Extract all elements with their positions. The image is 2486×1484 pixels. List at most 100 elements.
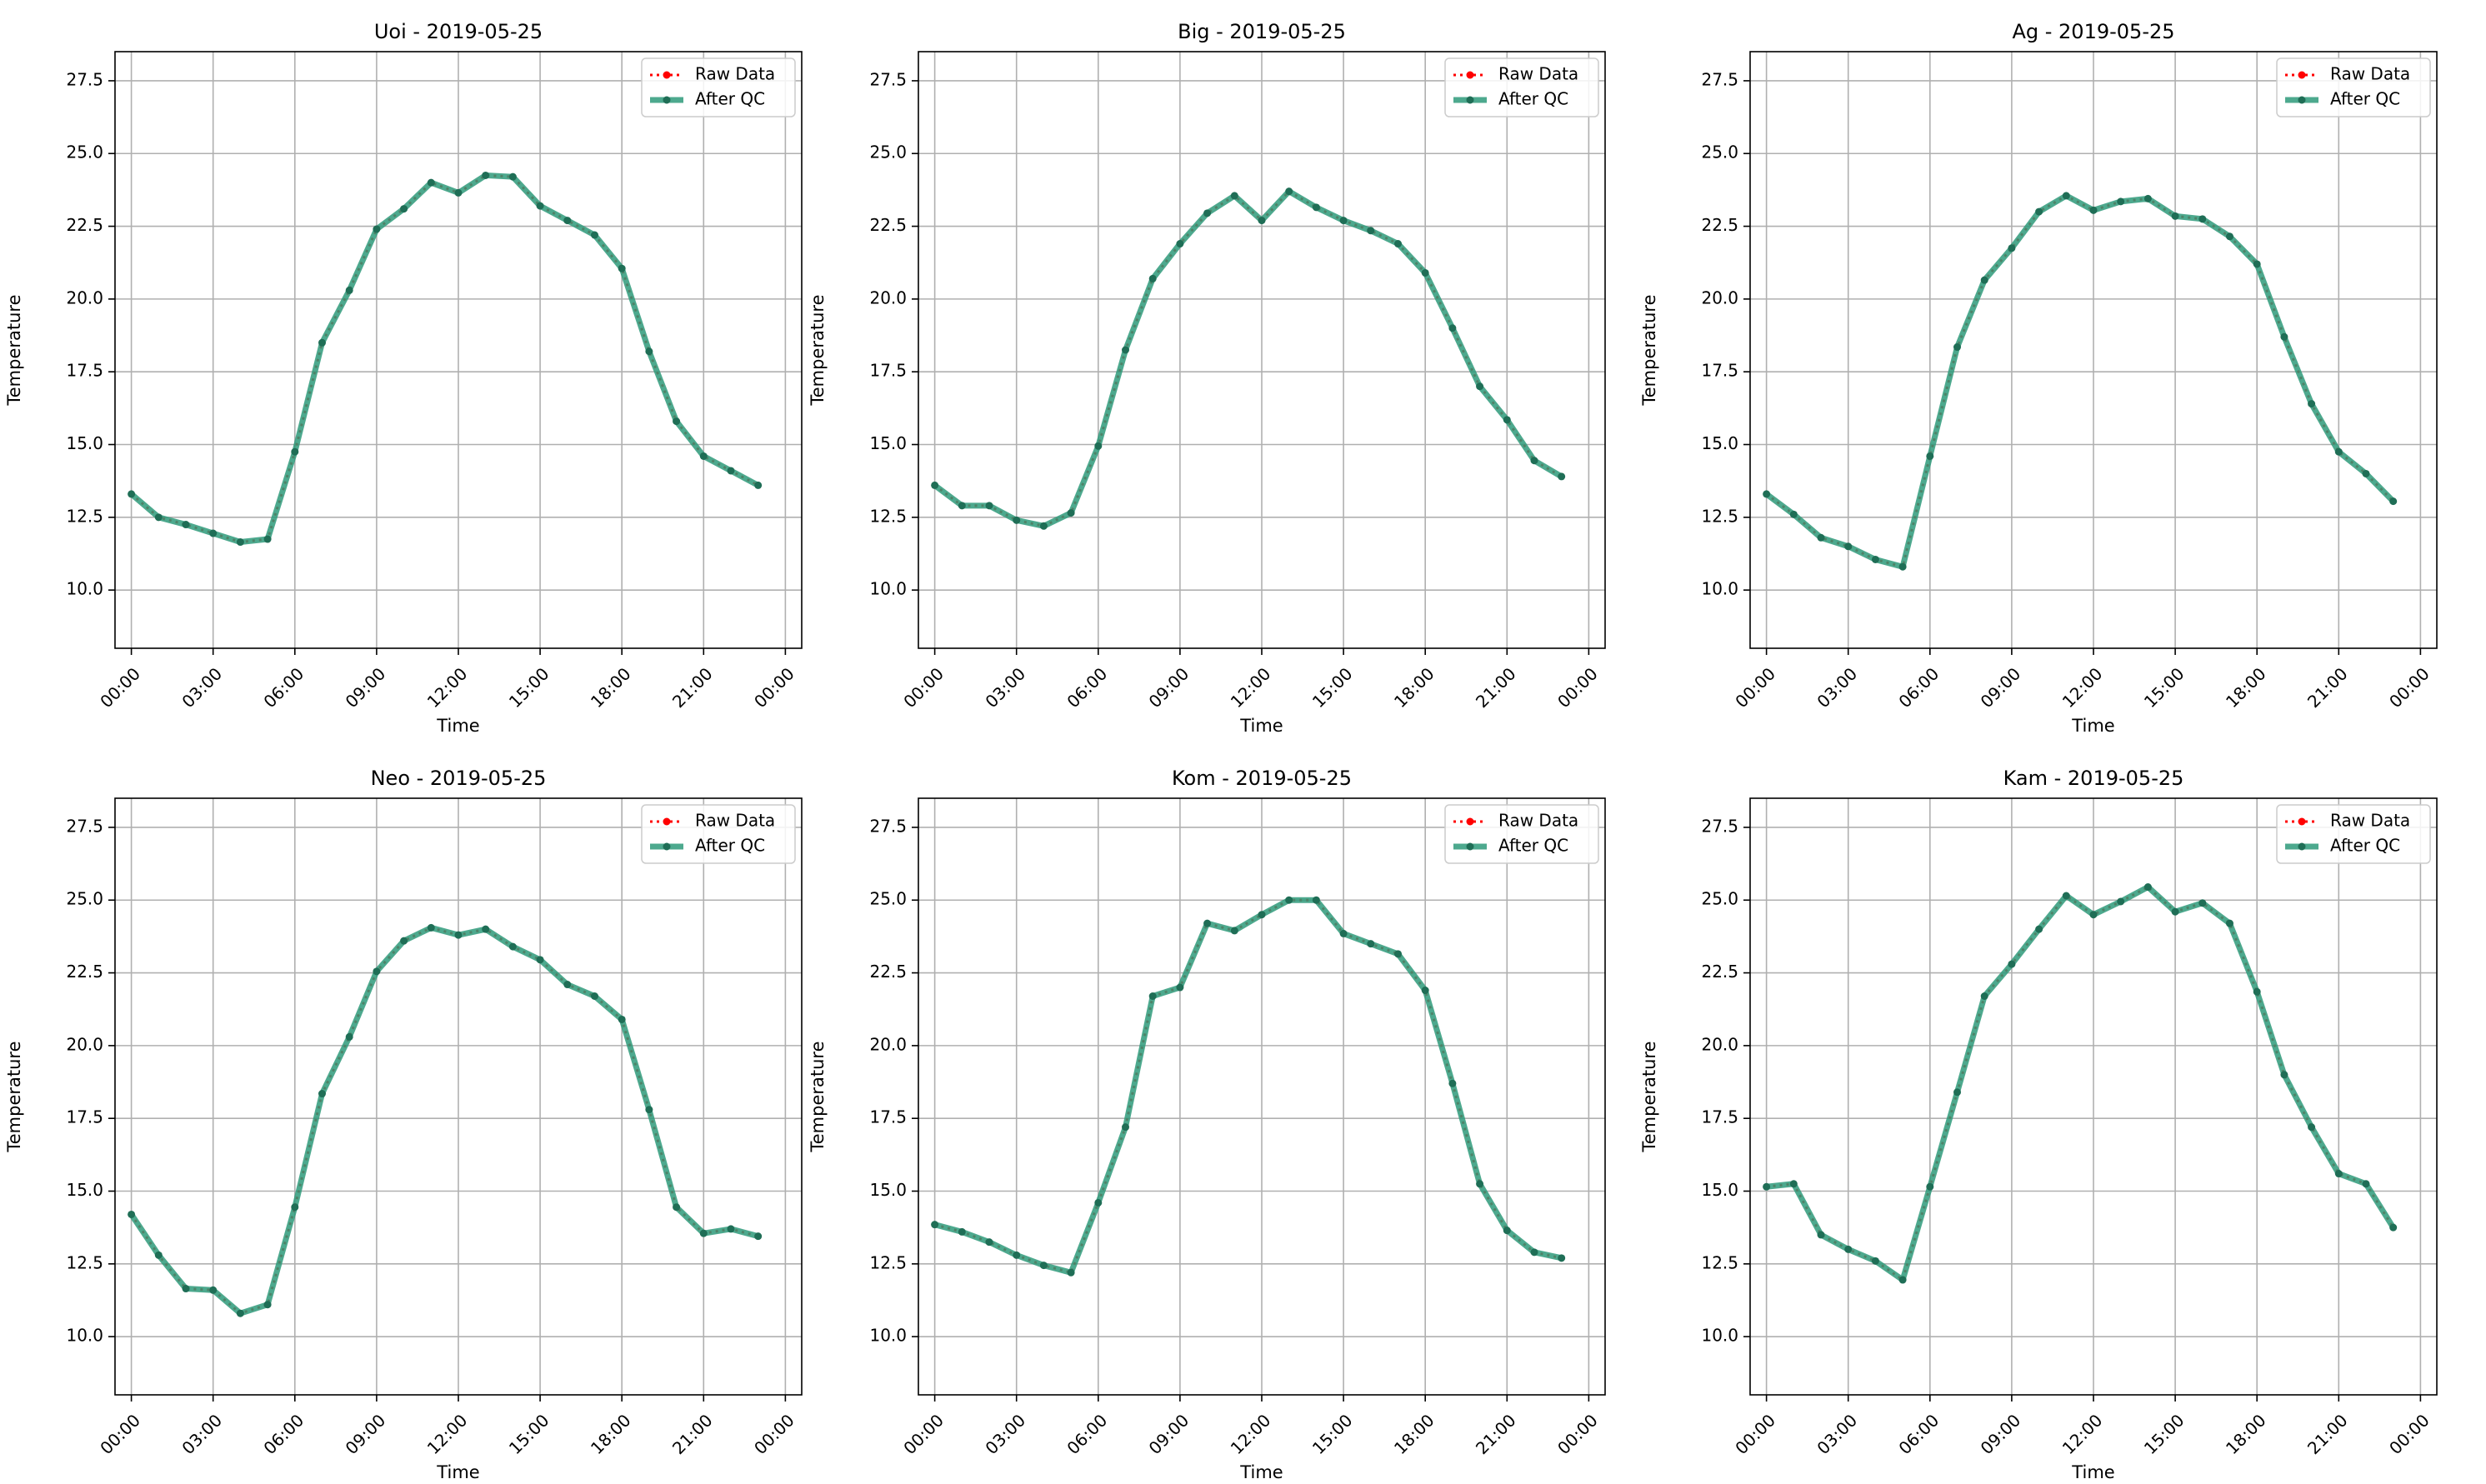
legend-qc-marker bbox=[663, 842, 671, 851]
legend-raw-label: Raw Data bbox=[2330, 64, 2410, 84]
qc-data-point bbox=[1476, 1180, 1484, 1188]
qc-data-point bbox=[1763, 1182, 1771, 1191]
legend-qc-label: After QC bbox=[695, 89, 765, 109]
qc-data-point bbox=[1953, 1088, 1962, 1097]
legend-raw-marker bbox=[663, 817, 671, 826]
qc-data-point bbox=[536, 202, 544, 210]
x-tick-label: 03:00 bbox=[1813, 663, 1861, 712]
qc-data-point bbox=[2280, 1071, 2288, 1079]
qc-data-point bbox=[1039, 1262, 1048, 1270]
subplot: 00:00 03:00 06:00 09:00 12:00 15:00 18:00 21:00… bbox=[4, 767, 803, 1482]
qc-data-point bbox=[1067, 509, 1075, 517]
legend: Raw Data After QC bbox=[1444, 57, 1599, 117]
x-tick-label: 06:00 bbox=[260, 1410, 308, 1458]
qc-data-point bbox=[2308, 1123, 2316, 1132]
qc-data-point bbox=[931, 1221, 939, 1229]
x-tick-label: 06:00 bbox=[1063, 663, 1112, 712]
series-qc-line bbox=[1764, 192, 2396, 570]
x-tick-label: 03:00 bbox=[981, 663, 1029, 712]
legend-qc-marker bbox=[2298, 842, 2306, 851]
y-tick-label: 22.5 bbox=[869, 962, 907, 982]
x-tick-label: 09:00 bbox=[1977, 663, 2025, 712]
legend-raw-label: Raw Data bbox=[2330, 811, 2410, 831]
qc-data-point bbox=[1285, 896, 1293, 904]
x-tick-label: 15:00 bbox=[2140, 1410, 2188, 1458]
qc-data-point bbox=[2143, 883, 2152, 892]
qc-data-point bbox=[482, 171, 490, 179]
y-tick-label: 10.0 bbox=[1701, 1326, 1738, 1346]
qc-data-point bbox=[263, 535, 272, 543]
qc-data-point bbox=[2362, 1180, 2370, 1188]
x-tick-label: 00:00 bbox=[96, 663, 144, 712]
x-tick-label: 18:00 bbox=[587, 1410, 635, 1458]
qc-data-point bbox=[1339, 217, 1348, 225]
y-tick-label: 12.5 bbox=[66, 506, 103, 526]
qc-data-point bbox=[128, 1210, 136, 1218]
qc-data-point bbox=[1176, 240, 1184, 248]
qc-data-point bbox=[2117, 197, 2125, 206]
qc-data-point bbox=[1844, 542, 1853, 551]
y-tick-label: 15.0 bbox=[869, 433, 907, 453]
x-tick-label: 15:00 bbox=[505, 663, 553, 712]
y-tick-label: 17.5 bbox=[1701, 1107, 1738, 1127]
qc-data-point bbox=[2089, 206, 2098, 214]
qc-data-point bbox=[1926, 1182, 1934, 1191]
x-tick-label: 09:00 bbox=[1145, 1410, 1193, 1458]
series-qc-line bbox=[129, 172, 760, 546]
x-tick-label: 06:00 bbox=[1895, 663, 1943, 712]
x-axis-label: Time bbox=[2071, 716, 2114, 736]
x-tick-label: 00:00 bbox=[899, 1410, 948, 1458]
x-tick-label: 09:00 bbox=[1145, 663, 1193, 712]
qc-data-point bbox=[2035, 925, 2043, 933]
qc-data-point bbox=[291, 447, 299, 456]
qc-data-point bbox=[1285, 187, 1293, 196]
legend-qc-label: After QC bbox=[1498, 836, 1568, 856]
qc-data-point bbox=[508, 172, 517, 181]
qc-data-point bbox=[154, 513, 163, 522]
qc-data-point bbox=[754, 481, 763, 489]
series-raw-line bbox=[130, 173, 759, 544]
y-tick-label: 25.0 bbox=[66, 142, 103, 162]
qc-data-point bbox=[2062, 892, 2070, 900]
y-tick-label: 20.0 bbox=[66, 1034, 103, 1054]
x-tick-label: 00:00 bbox=[750, 663, 798, 712]
qc-data-point bbox=[400, 205, 408, 213]
x-tick-label: 21:00 bbox=[668, 1410, 717, 1458]
x-tick-label: 21:00 bbox=[2303, 663, 2352, 712]
y-axis-label: Temperature bbox=[808, 294, 828, 406]
y-tick-label: 10.0 bbox=[869, 579, 907, 599]
x-tick-label: 21:00 bbox=[1472, 663, 1520, 712]
legend-qc-label: After QC bbox=[695, 836, 765, 856]
x-axis-label: Time bbox=[2071, 1462, 2114, 1482]
qc-data-point bbox=[1817, 1231, 1825, 1239]
y-tick-label: 17.5 bbox=[869, 361, 907, 381]
qc-data-point bbox=[345, 286, 353, 294]
qc-data-point bbox=[1312, 896, 1320, 904]
series-qc-line bbox=[933, 188, 1563, 529]
qc-data-point bbox=[1176, 983, 1184, 992]
qc-data-point bbox=[985, 1238, 993, 1247]
x-axis-label: Time bbox=[1239, 716, 1283, 736]
qc-data-point bbox=[1503, 416, 1511, 424]
legend-raw-marker bbox=[1466, 71, 1474, 79]
legend-raw-marker bbox=[2298, 817, 2306, 826]
legend-qc-marker bbox=[1466, 842, 1474, 851]
subplot-title: Kom - 2019-05-25 bbox=[1172, 767, 1352, 790]
x-tick-label: 18:00 bbox=[1390, 1410, 1438, 1458]
qc-data-point bbox=[128, 490, 136, 498]
qc-data-point bbox=[2089, 911, 2098, 919]
qc-data-point bbox=[1558, 1254, 1566, 1262]
qc-data-point bbox=[2171, 907, 2179, 916]
qc-data-point bbox=[2362, 469, 2370, 477]
qc-data-point bbox=[1503, 1227, 1511, 1235]
subplot: 00:00 03:00 06:00 09:00 12:00 15:00 18:00 21:00… bbox=[808, 20, 1606, 736]
qc-data-point bbox=[345, 1032, 353, 1041]
subplot: 00:00 03:00 06:00 09:00 12:00 15:00 18:00 21:00… bbox=[1639, 20, 2438, 736]
qc-data-point bbox=[1339, 929, 1348, 937]
qc-data-point bbox=[1817, 533, 1825, 542]
y-tick-label: 25.0 bbox=[1701, 142, 1738, 162]
x-tick-label: 15:00 bbox=[1308, 1410, 1357, 1458]
qc-data-point bbox=[2225, 232, 2233, 241]
qc-data-point bbox=[1122, 1123, 1130, 1132]
qc-data-point bbox=[645, 1106, 653, 1114]
